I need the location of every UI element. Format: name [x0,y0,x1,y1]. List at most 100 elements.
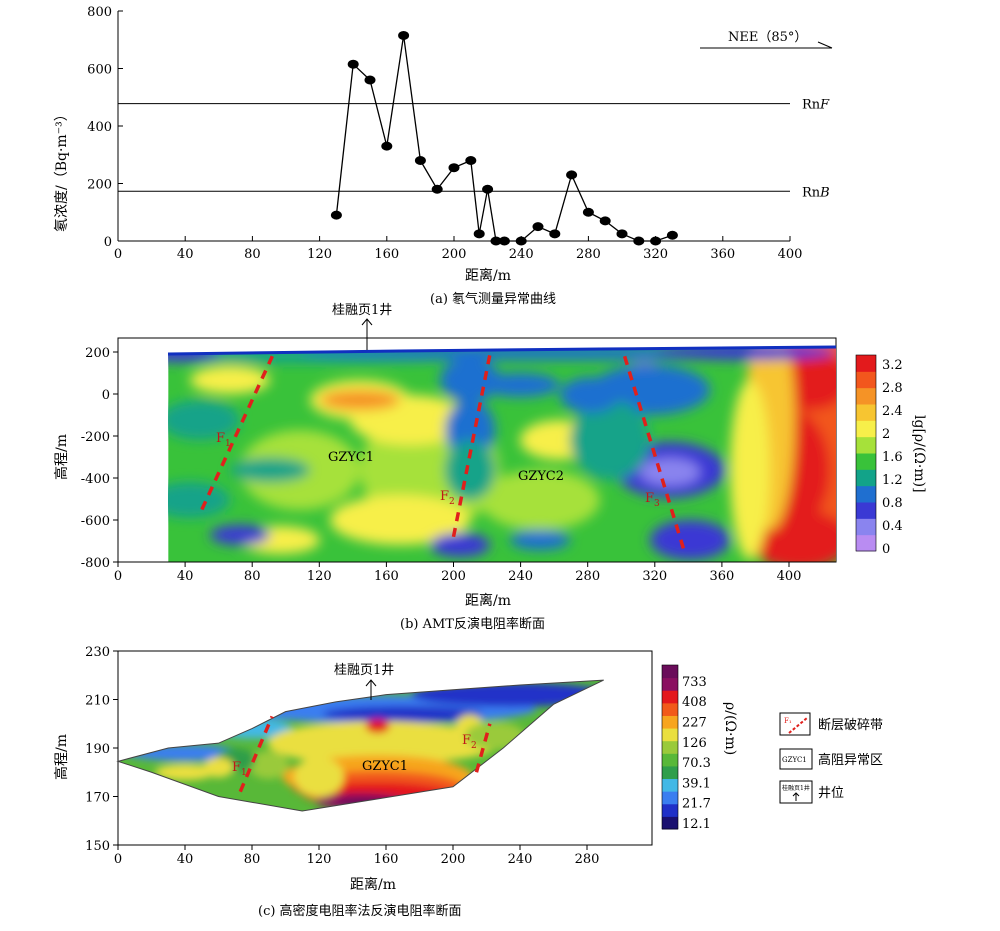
x-tick-label: 400 [777,569,802,584]
topography-line [167,345,837,356]
x-tick-label: 80 [244,569,261,584]
x-tick-label: 320 [643,247,668,262]
panel-b-well-marker: 桂融页1井 [332,303,392,350]
radon-point [666,230,678,240]
ert-resistivity-field [118,680,604,812]
colorbar-cell [662,702,678,716]
colorbar-tick-label: 21.7 [682,797,711,812]
x-tick-label: 280 [575,852,600,867]
panel-b-colorbar: 0 0.4 0.8 1.2 1.6 2 2.4 2.8 3.2 [855,354,903,557]
y-tick-label: 170 [85,791,110,806]
legend-fault-label: 断层破碎带 [818,718,883,733]
x-tick-label: 40 [177,247,194,262]
colorbar-cell [662,765,678,780]
panel-c-colorbar: 12.1 21.7 39.1 70.3 126 227 408 733 [661,664,711,832]
colorbar-cell [856,436,876,454]
colorbar-tick-label: 408 [682,695,707,710]
colorbar-tick-label: 2 [882,427,890,442]
field-blob [330,495,470,545]
y-tick-label: 200 [85,346,110,361]
field-blobs [168,346,836,562]
field-blobs [125,682,604,810]
colorbar-cell [856,502,876,519]
panel-c-caption: (c) 高密度电阻率法反演电阻率断面 [258,903,462,919]
panel-a-axes: 0 40 80 120 160 200 240 280 320 360 400 0 200 400 600 8… [87,5,802,262]
radon-series [330,30,678,246]
x-tick-label: 240 [508,569,533,584]
colorbar-cell [662,778,678,792]
radon-point [482,184,494,194]
panel-c-gzyc1-label: GZYC1 [362,759,408,774]
gzyc2-label: GZYC2 [518,469,564,484]
radon-point [330,210,342,220]
field-blob [365,719,390,734]
field-blob [510,530,570,550]
radon-line [335,35,673,242]
x-tick-label: 40 [177,569,194,584]
colorbar-cell [856,371,876,389]
colorbar-tick-label: 0.8 [882,496,903,511]
fault-line [200,355,274,511]
colorbar-cell [856,404,876,421]
x-tick-label: 120 [307,852,332,867]
y-tick-label: 0 [102,388,110,403]
colorbar-tick-label: 12.1 [682,817,711,832]
x-tick-label: 280 [576,247,601,262]
colorbar-cell [856,420,876,438]
x-tick-label: 240 [509,247,534,262]
x-tick-label: 280 [575,569,600,584]
field-blob [155,764,215,781]
fault-label: F1 [216,431,231,449]
y-tick-label: 400 [87,120,112,135]
radon-point [490,236,502,246]
radon-point [650,236,662,246]
colorbar-cell [856,485,876,503]
radon-point [398,30,410,40]
panel-a-radon-curve: RnF RnB 0 40 80 120 160 200 240 280 320 360 400 0 200… [53,5,833,307]
x-tick-label: 240 [508,852,533,867]
colorbar-cell [662,816,678,830]
radon-point [465,156,477,165]
panel-c-axes: 0 40 80 120 160 200 240 280 150 170 190 210 230 [85,645,599,867]
colorbar-tick-label: 2.8 [882,381,903,396]
colorbar-cell [662,665,678,679]
x-tick-label: 160 [374,569,399,584]
x-tick-label: 360 [709,569,734,584]
field-blob [730,380,770,560]
radon-point [431,184,443,194]
radon-point [549,229,561,239]
panel-c-colorbar-label: ρ/(Ω·m) [722,702,738,755]
colorbar-frame [661,664,679,830]
colorbar-tick-label: 126 [682,736,707,751]
field-blob [480,373,560,397]
topo-line [167,345,837,356]
y-tick-label: 190 [85,742,110,757]
field-blob [190,366,270,394]
field-blob [430,533,490,557]
colorbar-cell [662,728,678,742]
y-tick-label: 210 [85,694,110,709]
field-blob [411,682,604,707]
colorbar-cell [856,534,876,552]
y-tick-label: -800 [81,556,110,571]
panel-a-ylabel: 氡浓度/（Bq·m⁻³） [53,107,70,232]
y-tick-label: 230 [85,645,110,660]
radon-point [498,236,510,246]
colorbar-cell [662,791,678,805]
legend-well-icon-text: 桂融页1井 [782,784,810,792]
panel-a-xlabel: 距离/m [465,267,511,284]
legend-anomaly-icon-text: GZYC1 [782,756,807,764]
gzyc1-label: GZYC1 [328,450,374,465]
field-blob [480,470,600,530]
field-blob [650,520,730,560]
colorbar-tick-label: 1.2 [882,473,903,488]
panel-b-axes: 0 40 80 120 160 200 240 280 320 360 400 -800 -600 -40… [81,346,836,584]
legend-well: 桂融页1井 井位 [779,780,844,804]
colorbar-tick-label: 2.4 [882,404,903,419]
field-blob [570,400,650,480]
x-tick-label: 0 [114,247,122,262]
x-tick-label: 360 [710,247,735,262]
panel-b-faults: F1 F2 F3 [200,351,687,555]
panel-c-ylabel: 高程/m [53,734,70,780]
